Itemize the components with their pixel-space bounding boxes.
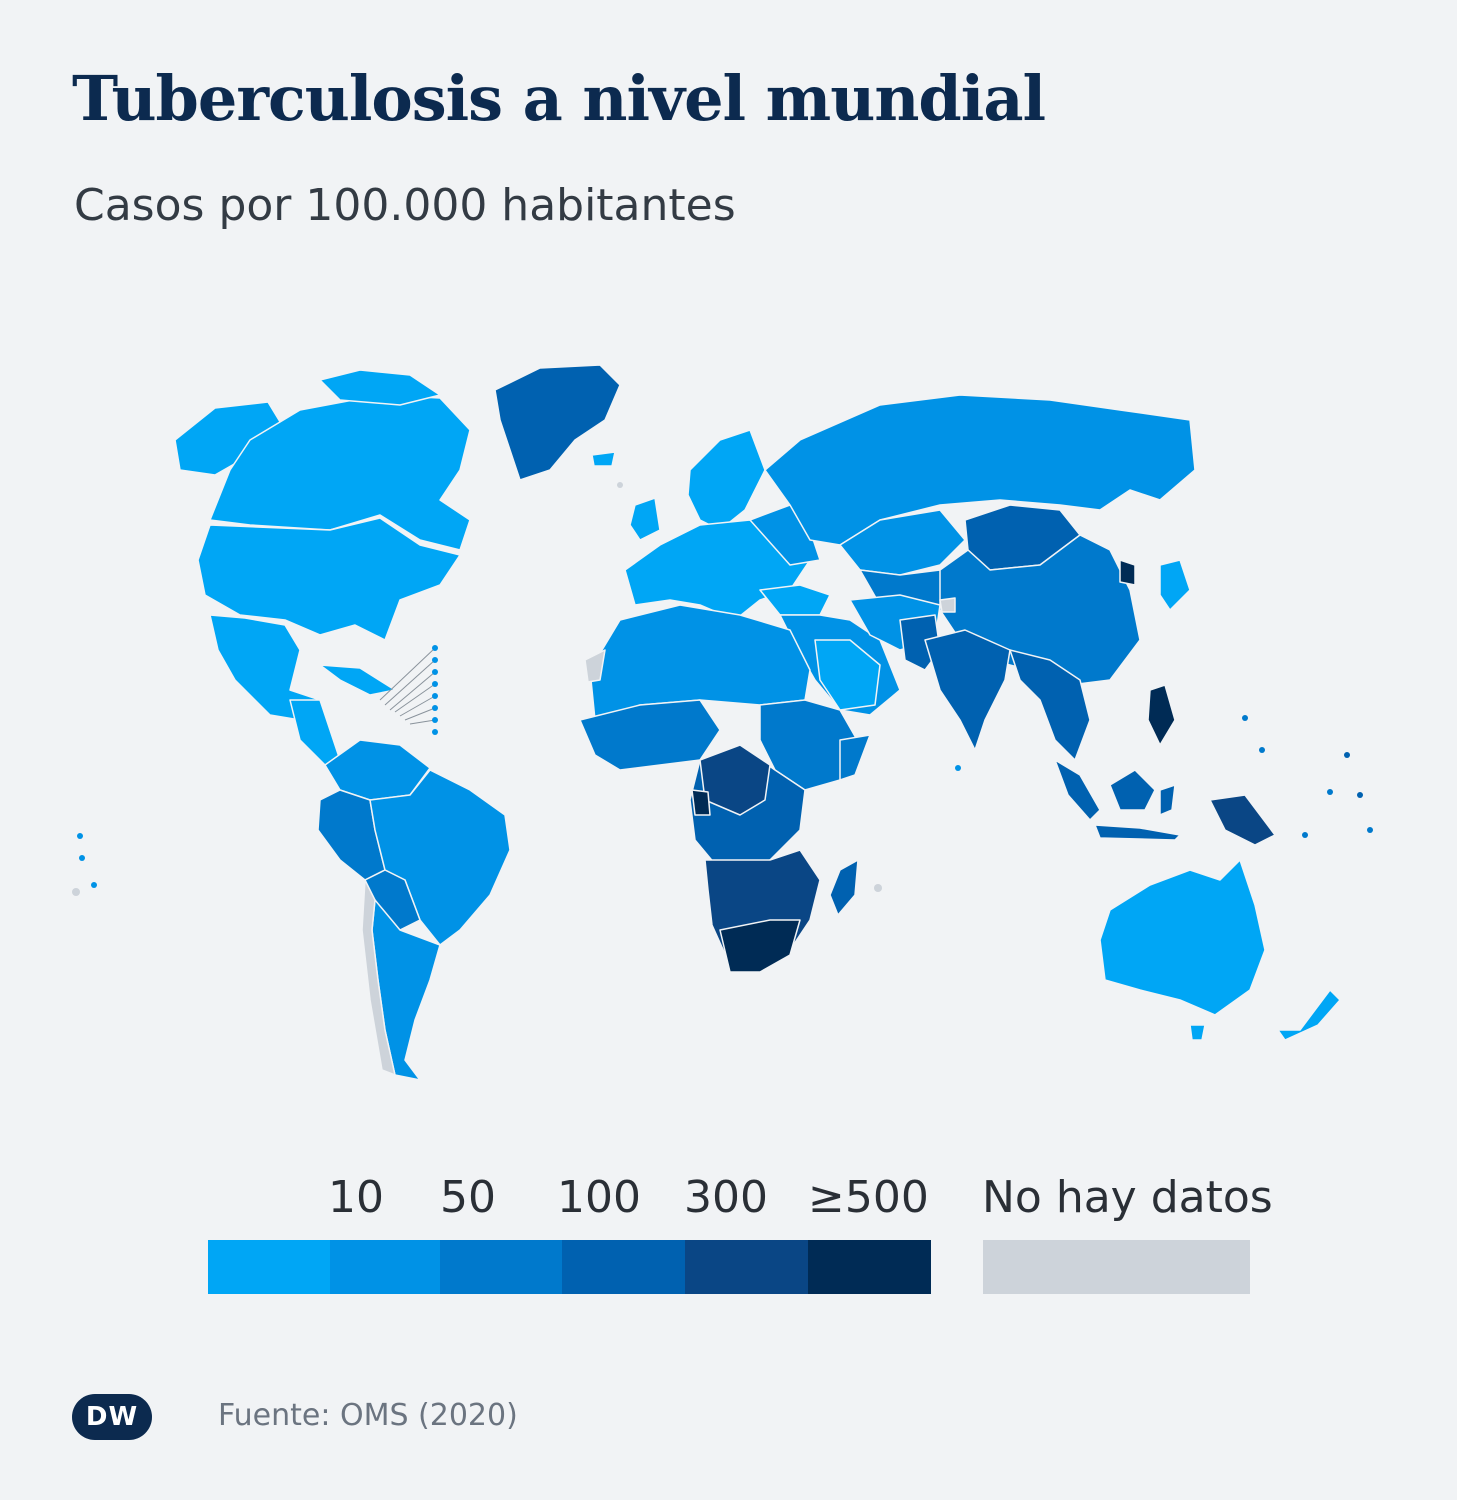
region-madagascar: [829, 859, 859, 916]
legend-label-100: 100: [557, 1172, 641, 1223]
island-marker: [432, 657, 438, 663]
island-marker: [432, 645, 438, 651]
island-marker: [72, 888, 80, 896]
island-marker: [1367, 827, 1373, 833]
island-marker: [91, 882, 97, 888]
map-subtitle: Casos por 100.000 habitantes: [74, 180, 736, 231]
region-united-states: [197, 517, 461, 641]
island-marker: [432, 705, 438, 711]
region-eastern-europe: [749, 504, 821, 566]
region-india: [924, 629, 1011, 751]
island-marker: [1344, 752, 1350, 758]
region-horn-of-africa: [839, 734, 871, 781]
region-japan: [1159, 559, 1191, 611]
legend-threshold-labels: 10 50 100 300 ≥500 No hay datos: [0, 1172, 1457, 1232]
island-leader-line: [404, 707, 436, 721]
legend-label-500: ≥500: [808, 1172, 929, 1223]
island-marker: [432, 729, 438, 735]
legend-swatch-500-plus: [808, 1240, 931, 1294]
region-papua: [1209, 794, 1276, 846]
island-leader-line: [399, 695, 436, 717]
region-sumatra: [1054, 759, 1101, 821]
legend-swatch-300-500: [685, 1240, 808, 1294]
island-marker: [77, 833, 83, 839]
island-leader-line: [394, 683, 436, 713]
legend-swatch-10-50: [330, 1240, 440, 1294]
region-central-america: [289, 699, 341, 766]
region-australia: [1099, 859, 1266, 1016]
island-marker: [874, 884, 882, 892]
island-marker: [432, 693, 438, 699]
island-marker: [432, 669, 438, 675]
region-south-africa: [719, 919, 801, 973]
region-kashmir: [939, 597, 956, 613]
region-north-korea: [1119, 559, 1136, 586]
region-arctic-islands: [319, 369, 441, 406]
region-borneo: [1109, 769, 1156, 811]
island-marker: [1357, 792, 1363, 798]
island-marker: [432, 717, 438, 723]
region-greenland: [494, 364, 621, 481]
region-saudi-arabia: [814, 639, 881, 711]
island-marker: [1242, 715, 1248, 721]
region-iceland: [591, 451, 616, 467]
legend-swatch-0-10: [208, 1240, 330, 1294]
region-gabon: [691, 789, 711, 816]
island-leader-line: [384, 659, 436, 706]
region-java: [1094, 824, 1181, 841]
small-island-markers: [72, 482, 1373, 896]
island-leader-line: [409, 719, 436, 725]
island-leader-line: [379, 647, 436, 701]
legend-swatch-no-data: [983, 1240, 1250, 1294]
island-marker: [1302, 832, 1308, 838]
map-title: Tuberculosis a nivel mundial: [72, 62, 1046, 135]
region-southeast-asia: [1009, 649, 1091, 761]
region-sulawesi: [1159, 784, 1176, 816]
region-uk: [629, 497, 661, 541]
region-new-zealand: [1277, 989, 1341, 1041]
legend-label-no-data: No hay datos: [982, 1172, 1273, 1223]
legend-label-50: 50: [440, 1172, 496, 1223]
region-western-sahara: [584, 649, 606, 683]
region-philippines: [1147, 684, 1176, 746]
region-canada: [209, 394, 471, 551]
region-chile-coast: [361, 879, 396, 1076]
region-tasmania: [1189, 1024, 1206, 1041]
legend-swatch-100-300: [562, 1240, 685, 1294]
legend-swatch-50-100: [440, 1240, 562, 1294]
region-turkey: [759, 584, 831, 616]
island-marker: [617, 482, 623, 488]
source-note: Fuente: OMS (2020): [218, 1398, 518, 1433]
region-scandinavia: [687, 429, 766, 531]
region-caribbean: [319, 664, 396, 696]
island-leader-line: [389, 671, 436, 711]
legend-label-10: 10: [328, 1172, 384, 1223]
legend-label-300: 300: [684, 1172, 768, 1223]
dw-logo: DW: [72, 1394, 152, 1440]
island-marker: [79, 855, 85, 861]
island-marker: [1327, 789, 1333, 795]
island-marker: [432, 681, 438, 687]
island-marker: [1259, 747, 1265, 753]
island-marker: [955, 765, 961, 771]
